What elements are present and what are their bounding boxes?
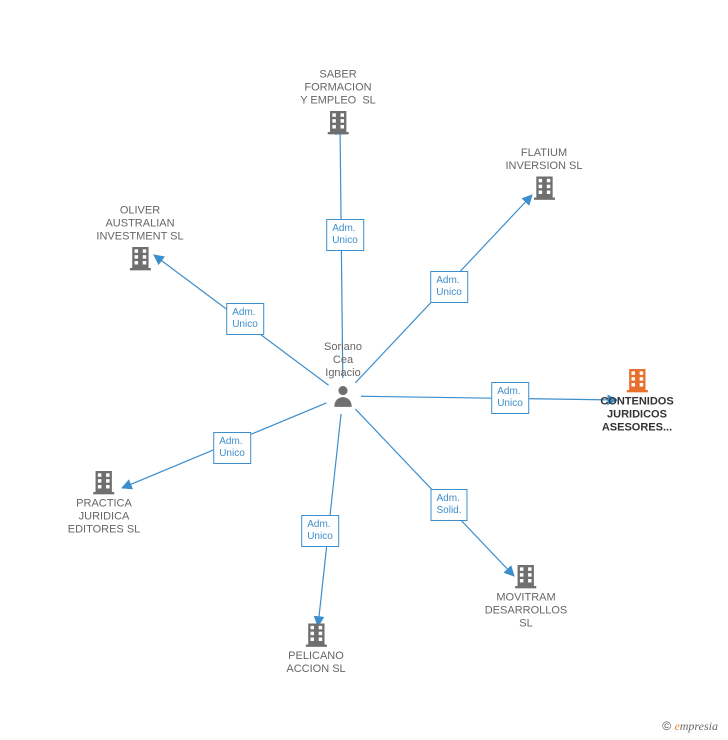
edge-label: Adm. Unico	[226, 303, 264, 335]
edge-label: Adm. Solid.	[430, 489, 467, 521]
edge-label: Adm. Unico	[301, 515, 339, 547]
edge-label: Adm. Unico	[430, 271, 468, 303]
brand-name: empresia	[674, 719, 718, 733]
copyright: © empresia	[662, 719, 718, 734]
copyright-symbol: ©	[662, 719, 671, 733]
edge-label: Adm. Unico	[491, 382, 529, 414]
edges-layer	[0, 0, 728, 740]
edge-line	[361, 396, 617, 400]
edge-label: Adm. Unico	[326, 219, 364, 251]
center-person-label: Soriano Cea Ignacio	[324, 341, 362, 380]
edge-label: Adm. Unico	[213, 432, 251, 464]
